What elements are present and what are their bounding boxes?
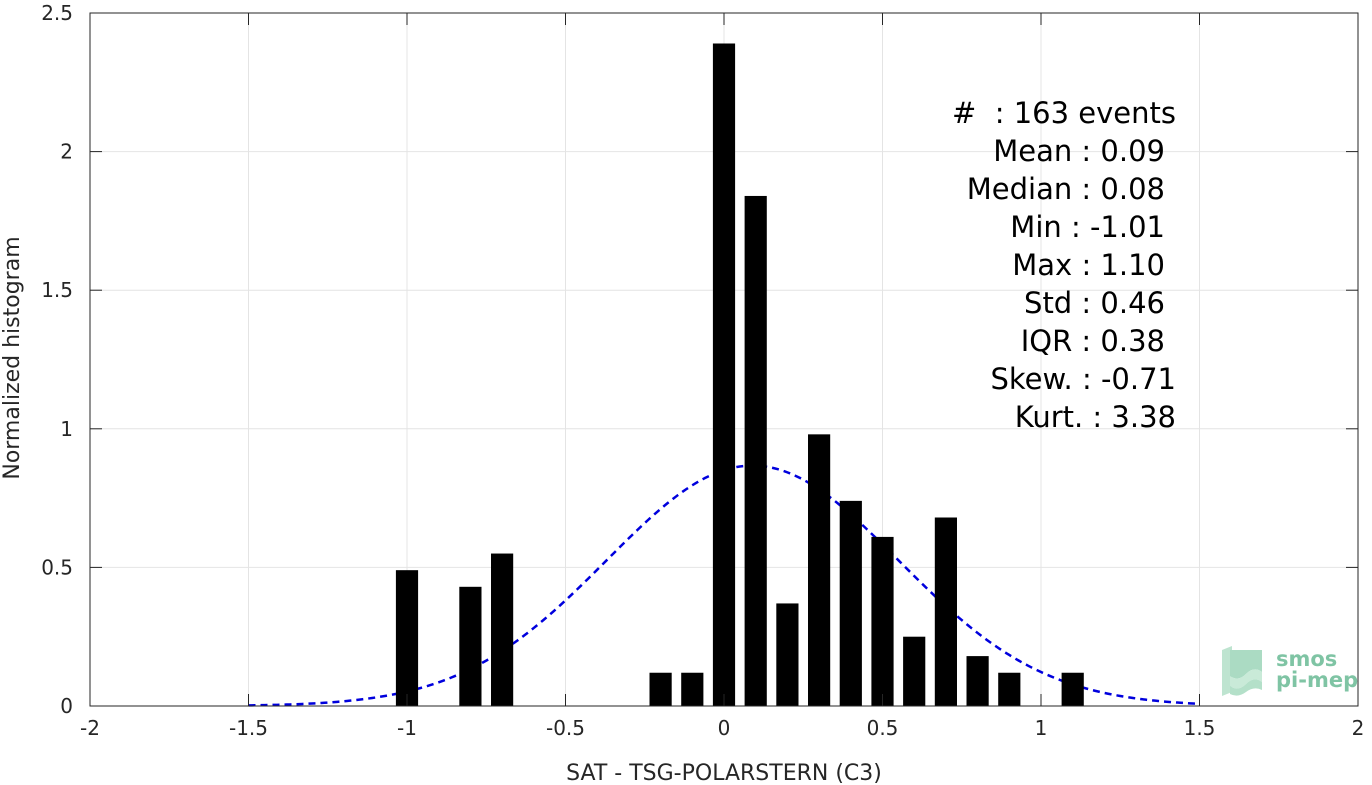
histogram-bar <box>712 43 736 706</box>
stats-line: IQR : 0.38 <box>1021 324 1165 358</box>
y-tick-label: 0.5 <box>41 555 73 579</box>
stats-line: Std : 0.46 <box>1024 286 1165 320</box>
axes-box <box>89 12 1359 707</box>
stats-line: Median : 0.08 <box>967 172 1165 206</box>
histogram-bar <box>808 434 831 706</box>
stats-line: # : 163 events <box>952 96 1176 130</box>
x-tick-label: 0 <box>718 716 731 740</box>
histogram-bar <box>839 500 862 706</box>
x-tick-label: -1.5 <box>229 716 268 740</box>
x-tick-label: 0.5 <box>867 716 899 740</box>
y-tick-label: 0 <box>60 694 73 718</box>
histogram-bar <box>744 195 767 706</box>
histogram-bar <box>966 656 989 706</box>
y-axis-title: Normalized histogram <box>0 236 25 479</box>
statistics-annotation: # : 163 events Mean : 0.09 Median : 0.08 Mi… <box>952 96 1176 434</box>
x-tick-label: 1 <box>1035 716 1048 740</box>
histogram-bar <box>649 672 672 706</box>
histogram-bar <box>491 553 514 706</box>
histogram-bar <box>934 517 957 706</box>
y-tick-label: 1.5 <box>41 278 73 302</box>
stats-line: Min : -1.01 <box>1010 210 1165 244</box>
y-tick-label: 2 <box>60 140 73 164</box>
x-tick-label: 1.5 <box>1184 716 1216 740</box>
stats-line: Mean : 0.09 <box>993 134 1165 168</box>
logo-text-pi-mep: pi-mep <box>1276 668 1358 692</box>
histogram-bars <box>395 43 1084 706</box>
x-tick-label: -0.5 <box>546 716 585 740</box>
logo-mark-icon <box>1222 646 1262 696</box>
histogram-bar <box>903 636 926 706</box>
histogram-bar <box>1061 672 1084 706</box>
histogram-bar <box>681 672 704 706</box>
y-tick-label: 1 <box>60 417 73 441</box>
smos-pi-mep-logo: smos pi-mep <box>1222 646 1358 696</box>
stats-line: Skew. : -0.71 <box>990 362 1176 396</box>
histogram-bar <box>776 603 799 706</box>
histogram-bar <box>998 672 1021 706</box>
x-axis-title: SAT - TSG-POLARSTERN (C3) <box>566 761 882 785</box>
histogram-bar <box>871 536 894 706</box>
histogram-bar <box>459 586 482 706</box>
x-tick-label: 2 <box>1352 716 1365 740</box>
y-tick-label: 2.5 <box>41 1 73 25</box>
x-tick-label: -1 <box>397 716 417 740</box>
logo-text-smos: smos <box>1276 647 1337 671</box>
stats-line: Kurt. : 3.38 <box>1015 400 1176 434</box>
histogram-bar <box>395 570 419 706</box>
stats-line: Max : 1.10 <box>1012 248 1165 282</box>
x-tick-label: -2 <box>80 716 100 740</box>
tick-labels: -2 -1.5 -1 -0.5 0 0.5 1 1.5 2 0 0.5 1 1.5 2 2.5 <box>41 1 1364 740</box>
